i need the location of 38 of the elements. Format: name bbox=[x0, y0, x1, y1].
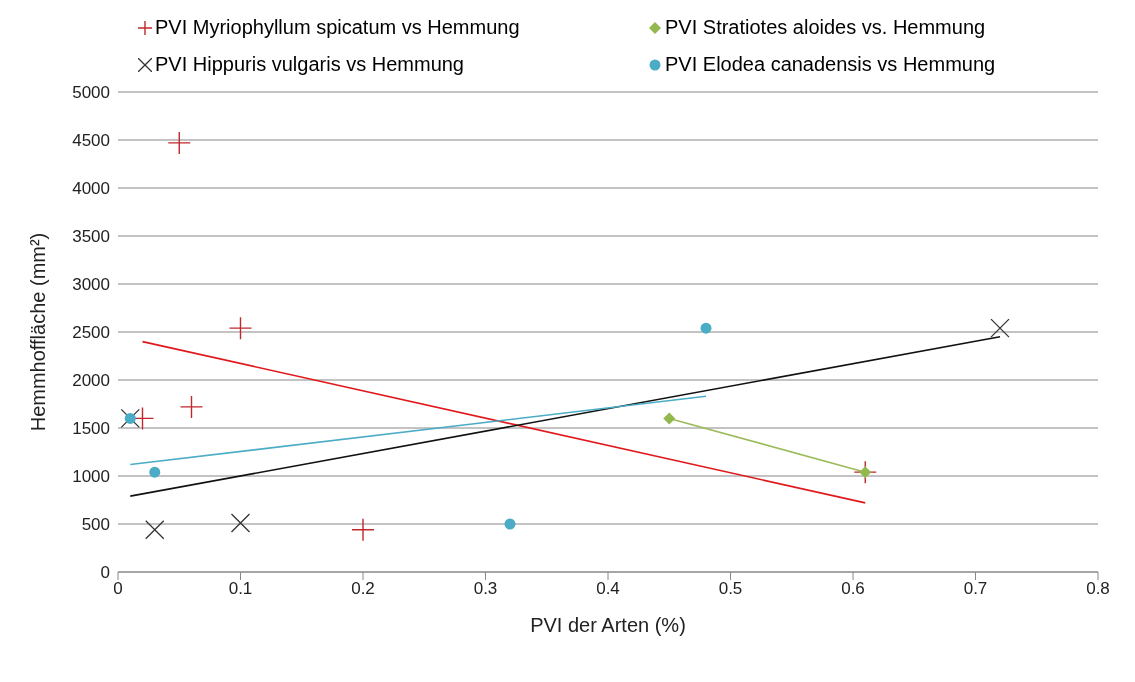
y-axis-title: Hemmhoffläche (mm²) bbox=[27, 232, 50, 432]
x-axis-title: PVI der Arten (%) bbox=[530, 614, 686, 636]
point bbox=[124, 412, 136, 424]
x-tick-label: 0.4 bbox=[596, 579, 620, 599]
legend-label: PVI Myriophyllum spicatum vs Hemmung bbox=[154, 16, 521, 39]
y-tick-label: 5000 bbox=[72, 83, 110, 103]
y-tick-label: 4500 bbox=[72, 131, 110, 151]
x-tick-label: 0.3 bbox=[473, 579, 498, 599]
x-tick-label: 0.5 bbox=[718, 579, 743, 599]
x-tick-label: 0.1 bbox=[228, 579, 253, 599]
point bbox=[230, 513, 251, 533]
y-tick-label: 1000 bbox=[72, 467, 110, 487]
point bbox=[149, 466, 161, 478]
x-tick-label: 0 bbox=[113, 579, 123, 599]
y-tick-label: 3500 bbox=[72, 227, 110, 247]
y-tick-label: 4000 bbox=[72, 179, 110, 199]
legend-label: PVI Elodea canadensis vs Hemmung bbox=[664, 53, 997, 76]
x-tick-label: 0.2 bbox=[351, 579, 375, 599]
y-tick-label: 2000 bbox=[72, 371, 110, 391]
x-tick-label: 0.7 bbox=[963, 579, 988, 599]
point bbox=[168, 131, 191, 154]
point bbox=[663, 412, 676, 425]
point bbox=[990, 318, 1010, 338]
y-tick-label: 2500 bbox=[72, 323, 110, 343]
point bbox=[352, 518, 374, 541]
point bbox=[180, 395, 203, 418]
point bbox=[700, 322, 712, 334]
x-tick-label: 0.8 bbox=[1086, 579, 1110, 599]
legend-label: PVI Hippuris vulgaris vs Hemmung bbox=[154, 53, 465, 76]
y-tick-label: 1500 bbox=[72, 419, 110, 439]
y-tick-label: 3000 bbox=[72, 275, 110, 295]
x-tick-label: 0.6 bbox=[841, 579, 865, 599]
y-tick-label: 500 bbox=[81, 515, 110, 535]
legend-label: PVI Stratiotes aloides vs. Hemmung bbox=[664, 16, 987, 39]
point bbox=[504, 518, 516, 530]
y-tick-label: 0 bbox=[100, 563, 110, 583]
point bbox=[145, 520, 165, 540]
point bbox=[229, 317, 252, 340]
